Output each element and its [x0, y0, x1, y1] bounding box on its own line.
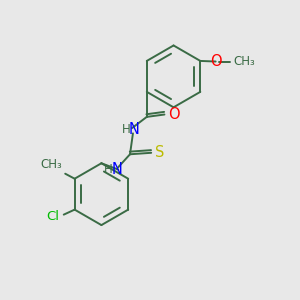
Text: N: N — [112, 162, 123, 177]
Text: CH₃: CH₃ — [233, 55, 255, 68]
Text: Cl: Cl — [46, 210, 59, 223]
Text: H: H — [122, 123, 130, 136]
Text: O: O — [210, 54, 222, 69]
Text: O: O — [168, 107, 180, 122]
Text: CH₃: CH₃ — [40, 158, 62, 171]
Text: S: S — [155, 145, 164, 160]
Text: H: H — [104, 163, 113, 176]
Text: N: N — [129, 122, 140, 137]
